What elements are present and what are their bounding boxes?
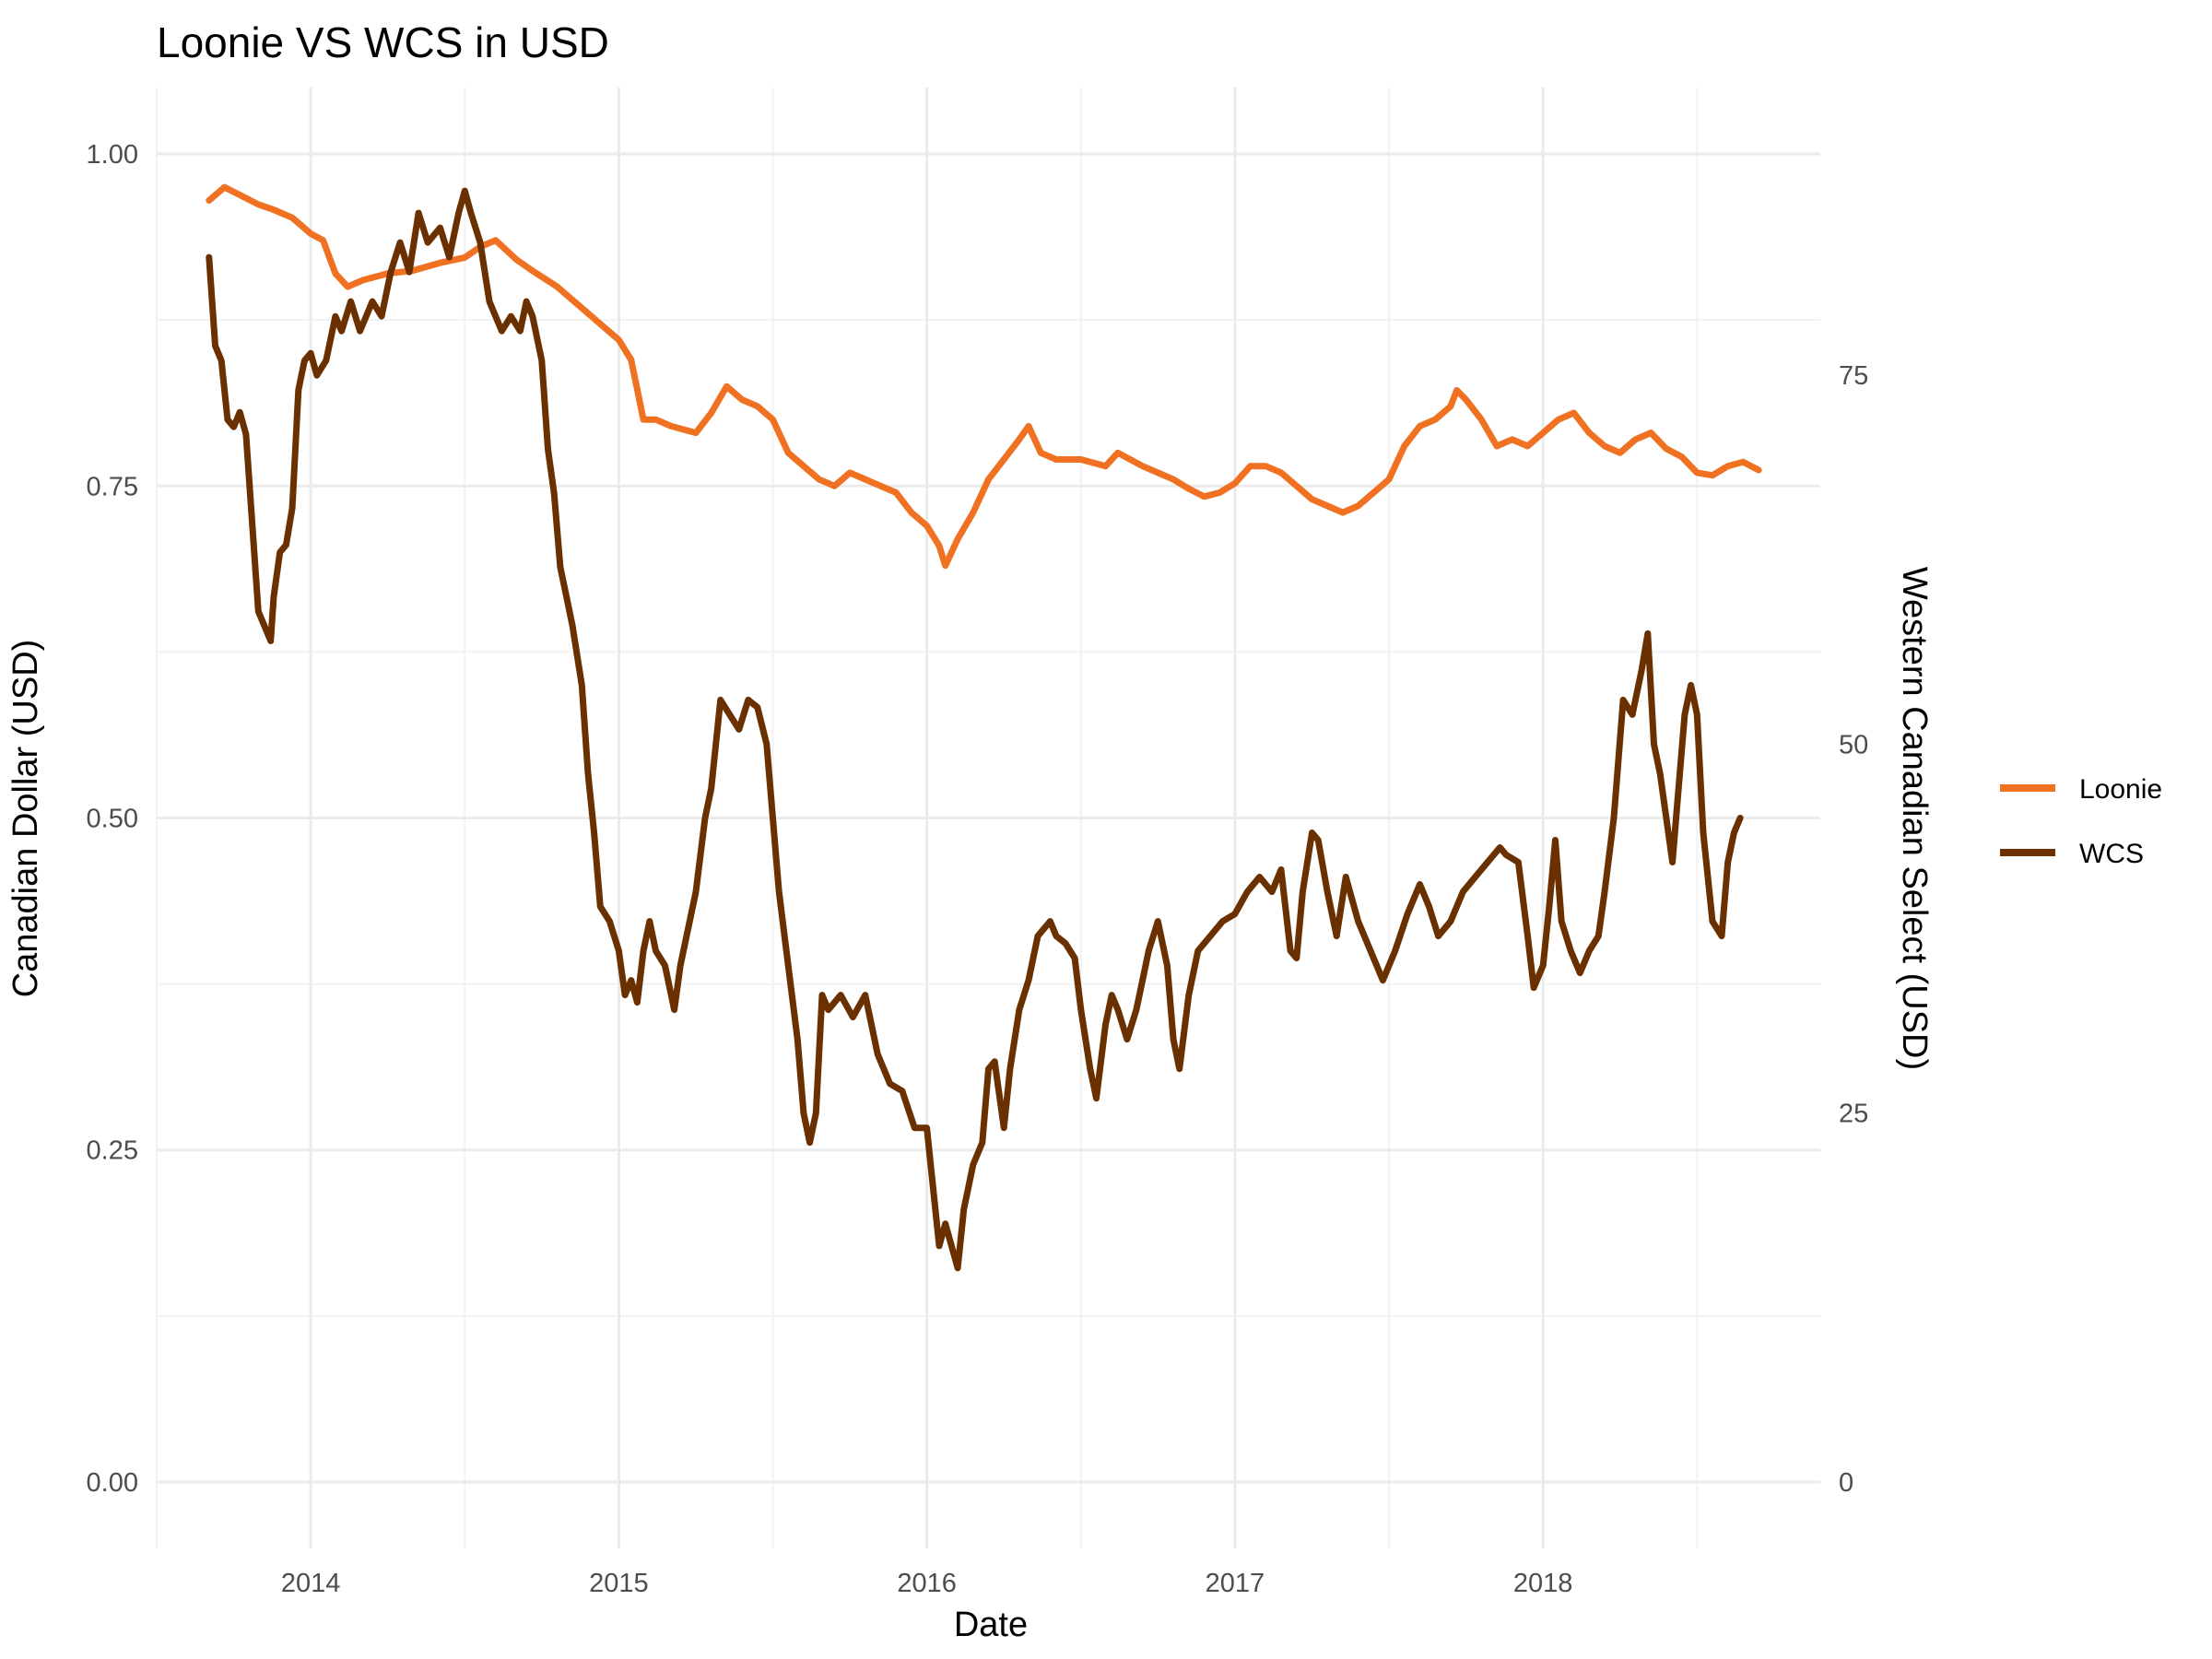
series-layer — [206, 183, 1762, 1272]
y-axis-title-left: Canadian Dollar (USD) — [6, 640, 45, 998]
x-axis-title: Date — [954, 1606, 1028, 1644]
y-axis-title-right: Western Canadian Select (USD) — [1895, 567, 1934, 1070]
y-tick-label-left: 0.75 — [87, 472, 138, 501]
y-tick-label-right: 0 — [1839, 1468, 1853, 1498]
axis-layer: 0.00 0.25 0.50 0.75 1.00 2014 2015 2016 2017 2018… — [87, 140, 1869, 1598]
y-tick-label-right: 25 — [1839, 1100, 1868, 1129]
x-tick-label: 2018 — [1513, 1569, 1573, 1598]
y-tick-label-right: 75 — [1839, 361, 1868, 391]
x-tick-label: 2017 — [1206, 1569, 1265, 1598]
chart-title: Loonie VS WCS in USD — [157, 18, 609, 66]
series-line-wcs — [206, 187, 1744, 1272]
x-tick-label: 2015 — [589, 1569, 649, 1598]
grid-layer — [156, 88, 1820, 1548]
legend: Loonie WCS — [2000, 774, 2162, 869]
y-tick-label-left: 0.00 — [87, 1468, 138, 1498]
x-tick-label: 2016 — [897, 1569, 957, 1598]
y-tick-label-right: 50 — [1839, 730, 1868, 759]
x-tick-label: 2014 — [281, 1569, 341, 1598]
y-tick-label-left: 0.50 — [87, 805, 138, 834]
legend-label-loonie: Loonie — [2079, 774, 2162, 805]
legend-label-wcs: WCS — [2079, 839, 2144, 869]
y-tick-label-left: 1.00 — [87, 140, 138, 170]
series-line-loonie — [206, 183, 1762, 570]
y-tick-label-left: 0.25 — [87, 1136, 138, 1166]
